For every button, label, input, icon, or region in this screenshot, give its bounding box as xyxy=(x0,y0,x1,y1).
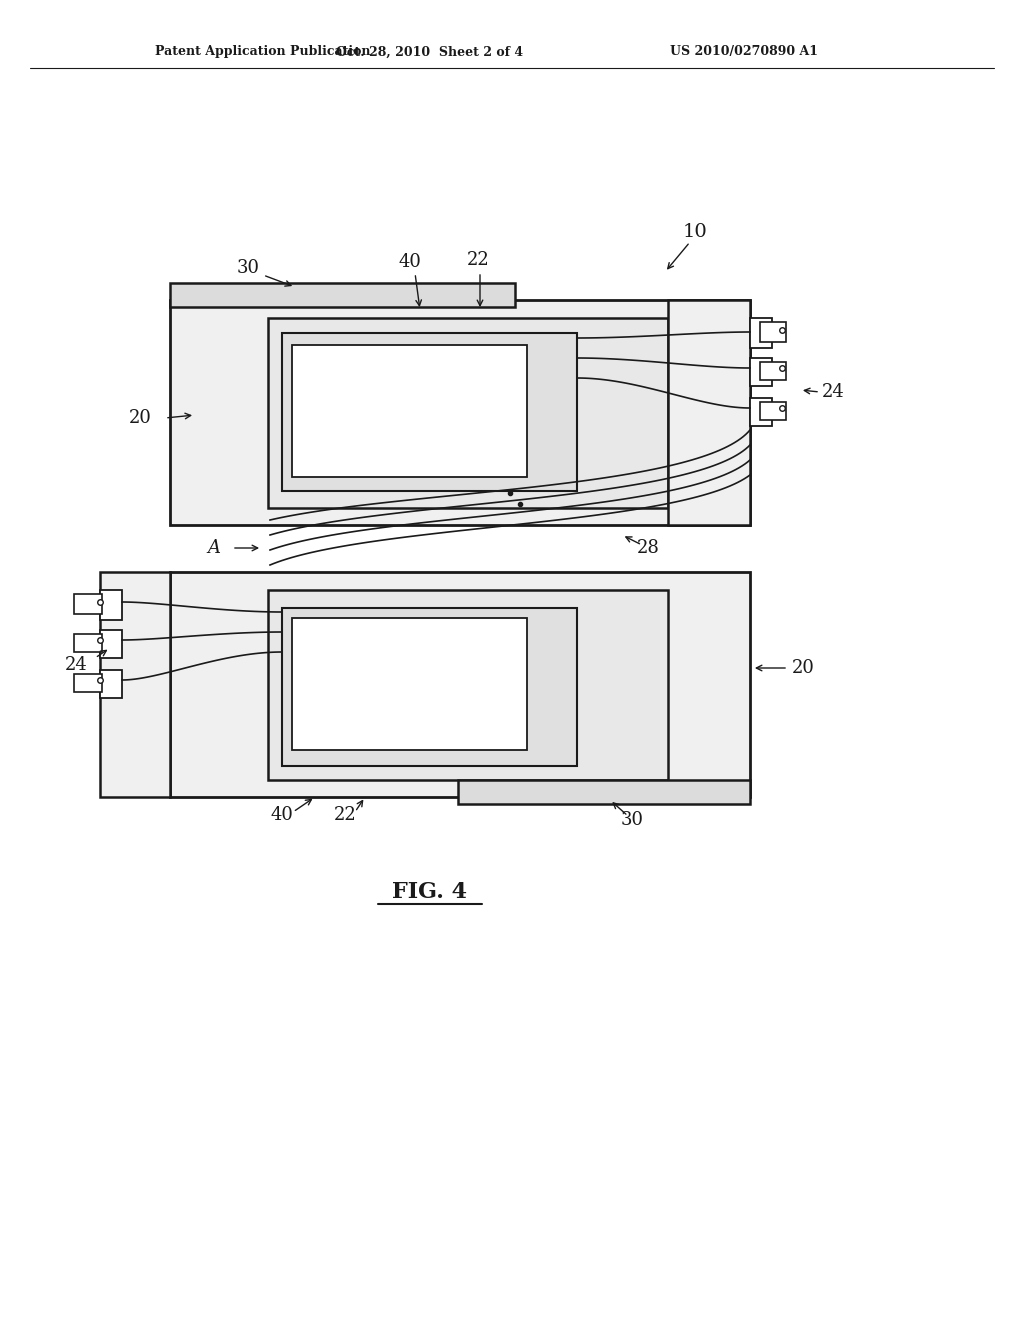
Bar xyxy=(760,403,786,420)
Text: 30: 30 xyxy=(621,810,643,829)
Bar xyxy=(292,345,527,477)
Text: 20: 20 xyxy=(792,659,815,677)
Bar xyxy=(760,362,786,380)
Bar xyxy=(750,358,772,385)
Text: 30: 30 xyxy=(237,259,259,277)
Text: 40: 40 xyxy=(398,253,422,271)
Bar xyxy=(760,322,786,342)
Bar xyxy=(74,675,102,692)
Bar xyxy=(668,300,750,525)
Bar xyxy=(74,594,102,614)
Bar xyxy=(100,630,122,657)
Text: 24: 24 xyxy=(66,656,88,675)
Bar xyxy=(750,399,772,426)
Bar xyxy=(292,618,527,750)
Text: 24: 24 xyxy=(822,383,845,401)
Bar xyxy=(268,590,668,780)
Bar xyxy=(170,572,750,797)
Text: A: A xyxy=(207,539,220,557)
Bar xyxy=(74,634,102,652)
Bar xyxy=(282,609,577,766)
Text: 10: 10 xyxy=(683,223,708,242)
Bar xyxy=(282,333,577,491)
Text: FIG. 4: FIG. 4 xyxy=(392,880,468,903)
Text: US 2010/0270890 A1: US 2010/0270890 A1 xyxy=(670,45,818,58)
Bar xyxy=(100,590,122,620)
Text: 28: 28 xyxy=(637,539,659,557)
Bar xyxy=(100,671,122,698)
Text: 40: 40 xyxy=(270,807,294,824)
Bar xyxy=(100,572,170,797)
Bar xyxy=(458,780,750,804)
Bar xyxy=(170,282,515,308)
Bar xyxy=(268,318,668,508)
Text: 22: 22 xyxy=(467,251,489,269)
Bar xyxy=(170,300,750,525)
Text: 22: 22 xyxy=(334,807,356,824)
Text: 20: 20 xyxy=(129,409,152,426)
Text: Patent Application Publication: Patent Application Publication xyxy=(155,45,371,58)
Bar xyxy=(750,318,772,348)
Text: Oct. 28, 2010  Sheet 2 of 4: Oct. 28, 2010 Sheet 2 of 4 xyxy=(337,45,523,58)
